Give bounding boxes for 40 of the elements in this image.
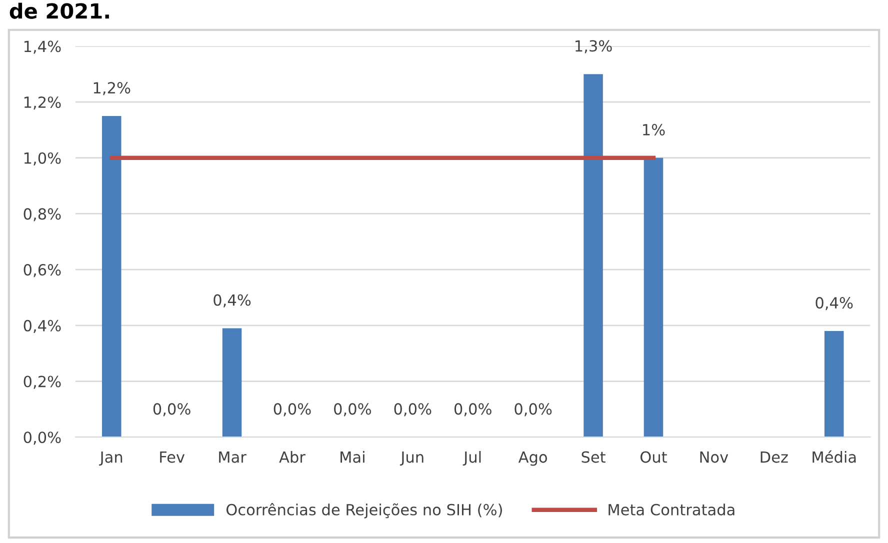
bar [584,74,603,438]
x-tick-label: Mar [219,451,246,463]
bar [824,330,844,438]
y-tick-label: 0,2% [24,376,61,389]
x-tick-label: Abr [279,451,306,463]
data-label: 0,4% [816,297,853,310]
data-label: 1,3% [576,40,612,54]
data-label: 0,4% [214,294,251,308]
x-tick-label: Set [582,451,606,463]
data-label: 0,0% [334,403,372,416]
y-tick-label: 1,4% [24,40,61,54]
bar [222,328,242,438]
x-tick-label: Média [812,450,856,463]
data-label: 1,2% [94,82,130,96]
y-tick-label: 1,2% [24,96,61,110]
legend-label: Meta Contratada [608,504,734,516]
x-tick-label: Fev [160,451,185,463]
data-label: 0,0% [153,403,190,416]
legend-label: Ocorrências de Rejeições no SIH (%) [226,502,502,518]
data-label: 0,0% [454,403,492,416]
data-label: 1% [643,124,665,136]
x-tick-label: Mai [340,451,364,463]
y-tick-label: 0,8% [24,208,61,222]
bar [644,158,664,438]
chart-title: de 2021. [10,2,109,19]
x-tick-label: Dez [760,451,788,463]
x-tick-label: Jun [400,451,424,466]
x-tick-label: Jan [99,451,122,466]
x-tick-label: Jul [462,451,481,466]
y-tick-label: 1,0% [24,152,61,166]
y-tick-label: 0,4% [24,320,61,333]
y-tick-label: 0,6% [24,264,61,278]
data-label: 0,0% [274,403,311,416]
data-label: 0,0% [394,403,432,416]
x-tick-label: Nov [700,451,728,463]
y-tick-label: 0,0% [24,432,61,445]
x-tick-label: Ago [518,451,547,466]
data-label: 0,0% [514,403,552,416]
bar [102,116,122,438]
x-tick-label: Out [640,451,667,463]
